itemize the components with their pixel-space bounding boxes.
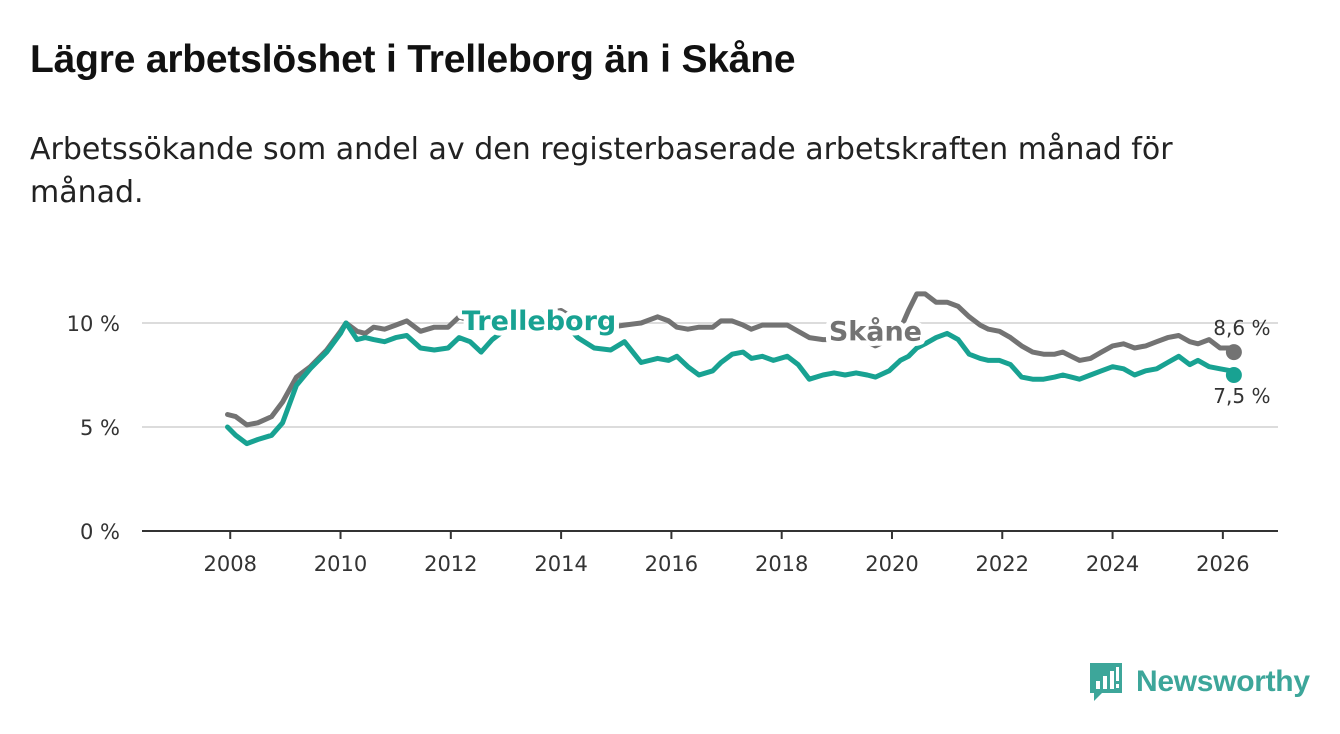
series-label-halo-trelleborg: Trelleborg [462, 306, 616, 337]
end-value-label-skne: 8,6 % [1213, 316, 1270, 340]
x-tick-label: 2016 [645, 552, 698, 576]
series-line-trelleborg [225, 316, 1237, 447]
series-label-skne: Skåne [829, 315, 922, 347]
x-tick-label: 2024 [1086, 552, 1139, 576]
brand-logo[interactable]: Newsworthy [1088, 660, 1310, 704]
y-tick-label: 5 % [80, 416, 120, 440]
series-label-trelleborg: Trelleborg [462, 306, 616, 337]
x-tick-label: 2018 [755, 552, 808, 576]
end-point-skne [1225, 344, 1242, 361]
chart-subtitle: Arbetssökande som andel av den registerb… [30, 132, 1173, 210]
x-tick-label: 2012 [424, 552, 477, 576]
x-tick-label: 2008 [204, 552, 257, 576]
newsworthy-logo-icon [1090, 663, 1122, 701]
brand-name: Newsworthy [1136, 665, 1310, 698]
x-tick-label: 2020 [865, 552, 918, 576]
series-line-skne [225, 291, 1237, 428]
x-tick-label: 2026 [1196, 552, 1249, 576]
chart-title: Lägre arbetslöshet i Trelleborg än i Skå… [30, 38, 796, 81]
x-tick-label: 2010 [314, 552, 367, 576]
series-label-halo-skne: Skåne [829, 315, 922, 347]
y-tick-label: 0 % [80, 520, 120, 544]
end-point-trelleborg [1225, 367, 1242, 383]
end-value-label-trelleborg: 7,5 % [1213, 384, 1270, 408]
line-chart: 0 % 5 % 10 % 2008 2010 2012 2014 2016 2018 2020 20… [67, 291, 1278, 576]
x-tick-label: 2022 [976, 552, 1029, 576]
x-tick-label: 2014 [534, 552, 587, 576]
y-tick-label: 10 % [67, 312, 120, 336]
